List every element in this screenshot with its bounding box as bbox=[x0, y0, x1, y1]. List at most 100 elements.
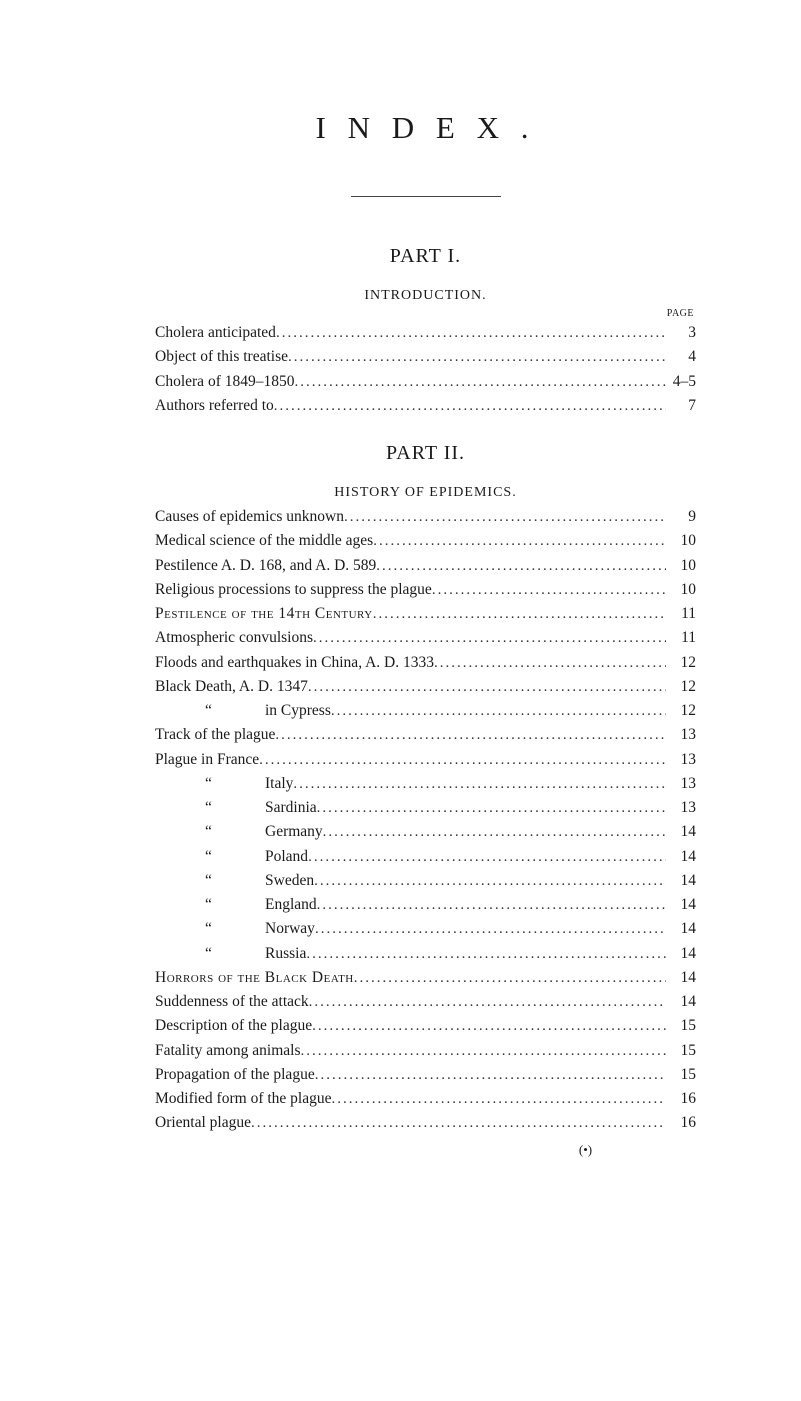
paren-mark: (•) bbox=[155, 1142, 696, 1158]
entry-page: 14 bbox=[666, 990, 696, 1014]
index-entry: Fatality among animals..................… bbox=[155, 1039, 696, 1063]
index-entry: Cholera anticipated.....................… bbox=[155, 321, 696, 345]
index-entry: Plague in France........................… bbox=[155, 748, 696, 772]
entry-dots: ........................................… bbox=[317, 797, 666, 820]
index-entry: Religious processions to suppress the pl… bbox=[155, 578, 696, 602]
entry-dots: ........................................… bbox=[331, 1088, 666, 1111]
entry-page: 13 bbox=[666, 748, 696, 772]
page-label-1: PAGE bbox=[155, 308, 696, 319]
entry-page: 15 bbox=[666, 1039, 696, 1063]
index-entry: Propagation of the plague...............… bbox=[155, 1063, 696, 1087]
entry-dots: ........................................… bbox=[434, 652, 666, 675]
entry-dots: ........................................… bbox=[315, 918, 666, 941]
entry-dots: ........................................… bbox=[308, 676, 666, 699]
entry-text: Track of the plague bbox=[155, 723, 275, 747]
entry-text: Description of the plague bbox=[155, 1014, 312, 1038]
entry-text: “Norway bbox=[205, 917, 315, 941]
entry-text: Object of this treatise bbox=[155, 345, 288, 369]
entry-text: Authors referred to bbox=[155, 394, 274, 418]
index-entry: Track of the plague.....................… bbox=[155, 723, 696, 747]
entry-text: “Sweden bbox=[205, 869, 314, 893]
entry-page: 9 bbox=[666, 505, 696, 529]
entry-dots: ........................................… bbox=[314, 870, 666, 893]
entry-text: Floods and earthquakes in China, A. D. 1… bbox=[155, 651, 434, 675]
entry-dots: ........................................… bbox=[308, 846, 666, 869]
index-entry: “in Cypress.............................… bbox=[155, 699, 696, 723]
part1-heading: PART I. bbox=[155, 245, 696, 268]
entry-dots: ........................................… bbox=[373, 530, 666, 553]
entry-page: 15 bbox=[666, 1014, 696, 1038]
entry-text: “Italy bbox=[205, 772, 293, 796]
entry-page: 15 bbox=[666, 1063, 696, 1087]
entry-page: 14 bbox=[666, 845, 696, 869]
entry-page: 11 bbox=[666, 602, 696, 626]
entry-text: “England bbox=[205, 893, 317, 917]
entry-dots: ........................................… bbox=[312, 1015, 666, 1038]
entry-page: 12 bbox=[666, 675, 696, 699]
title-divider bbox=[351, 196, 501, 197]
index-entry: “England................................… bbox=[155, 893, 696, 917]
entry-page: 10 bbox=[666, 578, 696, 602]
entry-dots: ........................................… bbox=[315, 1064, 666, 1087]
entry-dots: ........................................… bbox=[288, 346, 666, 369]
entry-text: Suddenness of the attack bbox=[155, 990, 309, 1014]
index-entry: “Sardinia...............................… bbox=[155, 796, 696, 820]
entry-page: 4 bbox=[666, 345, 696, 369]
entry-dots: ........................................… bbox=[259, 749, 666, 772]
index-entry: “Italy..................................… bbox=[155, 772, 696, 796]
part2-section: HISTORY OF EPIDEMICS. bbox=[155, 485, 696, 501]
index-entry: Object of this treatise.................… bbox=[155, 345, 696, 369]
entry-dots: ........................................… bbox=[313, 627, 666, 650]
entry-text: Pestilence of the 14th Century bbox=[155, 602, 373, 626]
entry-text: Oriental plague bbox=[155, 1111, 251, 1135]
index-entry: “Germany................................… bbox=[155, 820, 696, 844]
index-entry: Cholera of 1849–1850....................… bbox=[155, 370, 696, 394]
entry-page: 14 bbox=[666, 917, 696, 941]
entry-text: “Sardinia bbox=[205, 796, 317, 820]
entry-dots: ........................................… bbox=[274, 395, 666, 418]
entry-text: Black Death, A. D. 1347 bbox=[155, 675, 308, 699]
index-entry: Authors referred to.....................… bbox=[155, 394, 696, 418]
index-entry: “Poland.................................… bbox=[155, 845, 696, 869]
index-entry: Horrors of the Black Death..............… bbox=[155, 966, 696, 990]
entry-text: Plague in France bbox=[155, 748, 259, 772]
entry-dots: ........................................… bbox=[294, 371, 666, 394]
entry-page: 14 bbox=[666, 966, 696, 990]
entry-text: Modified form of the plague bbox=[155, 1087, 331, 1111]
entry-dots: ........................................… bbox=[317, 894, 666, 917]
entry-dots: ........................................… bbox=[309, 991, 666, 1014]
entry-text: Horrors of the Black Death bbox=[155, 966, 354, 990]
entry-text: Medical science of the middle ages bbox=[155, 529, 373, 553]
part2-entries: Causes of epidemics unknown.............… bbox=[155, 505, 696, 1136]
entry-dots: ........................................… bbox=[376, 555, 666, 578]
entry-dots: ........................................… bbox=[301, 1040, 666, 1063]
entry-page: 14 bbox=[666, 942, 696, 966]
index-entry: “Russia.................................… bbox=[155, 942, 696, 966]
index-entry: Floods and earthquakes in China, A. D. 1… bbox=[155, 651, 696, 675]
entry-text: “Germany bbox=[205, 820, 323, 844]
entry-dots: ........................................… bbox=[323, 821, 666, 844]
part1-entries: Cholera anticipated.....................… bbox=[155, 321, 696, 418]
entry-text: Atmospheric convulsions bbox=[155, 626, 313, 650]
index-entry: Black Death, A. D. 1347.................… bbox=[155, 675, 696, 699]
entry-dots: ........................................… bbox=[275, 724, 666, 747]
entry-page: 13 bbox=[666, 796, 696, 820]
entry-dots: ........................................… bbox=[276, 322, 666, 345]
entry-page: 12 bbox=[666, 651, 696, 675]
entry-dots: ........................................… bbox=[251, 1112, 666, 1135]
entry-page: 7 bbox=[666, 394, 696, 418]
entry-page: 14 bbox=[666, 820, 696, 844]
entry-text: Fatality among animals bbox=[155, 1039, 301, 1063]
entry-text: “Russia bbox=[205, 942, 306, 966]
index-entry: Pestilence of the 14th Century..........… bbox=[155, 602, 696, 626]
entry-dots: ........................................… bbox=[331, 700, 666, 723]
index-entry: Oriental plague.........................… bbox=[155, 1111, 696, 1135]
entry-text: Cholera anticipated bbox=[155, 321, 276, 345]
index-entry: “Norway.................................… bbox=[155, 917, 696, 941]
entry-dots: ........................................… bbox=[293, 773, 666, 796]
index-entry: “Sweden.................................… bbox=[155, 869, 696, 893]
entry-page: 13 bbox=[666, 772, 696, 796]
entry-text: Religious processions to suppress the pl… bbox=[155, 578, 432, 602]
index-entry: Suddenness of the attack................… bbox=[155, 990, 696, 1014]
entry-text: Pestilence A. D. 168, and A. D. 589 bbox=[155, 554, 376, 578]
